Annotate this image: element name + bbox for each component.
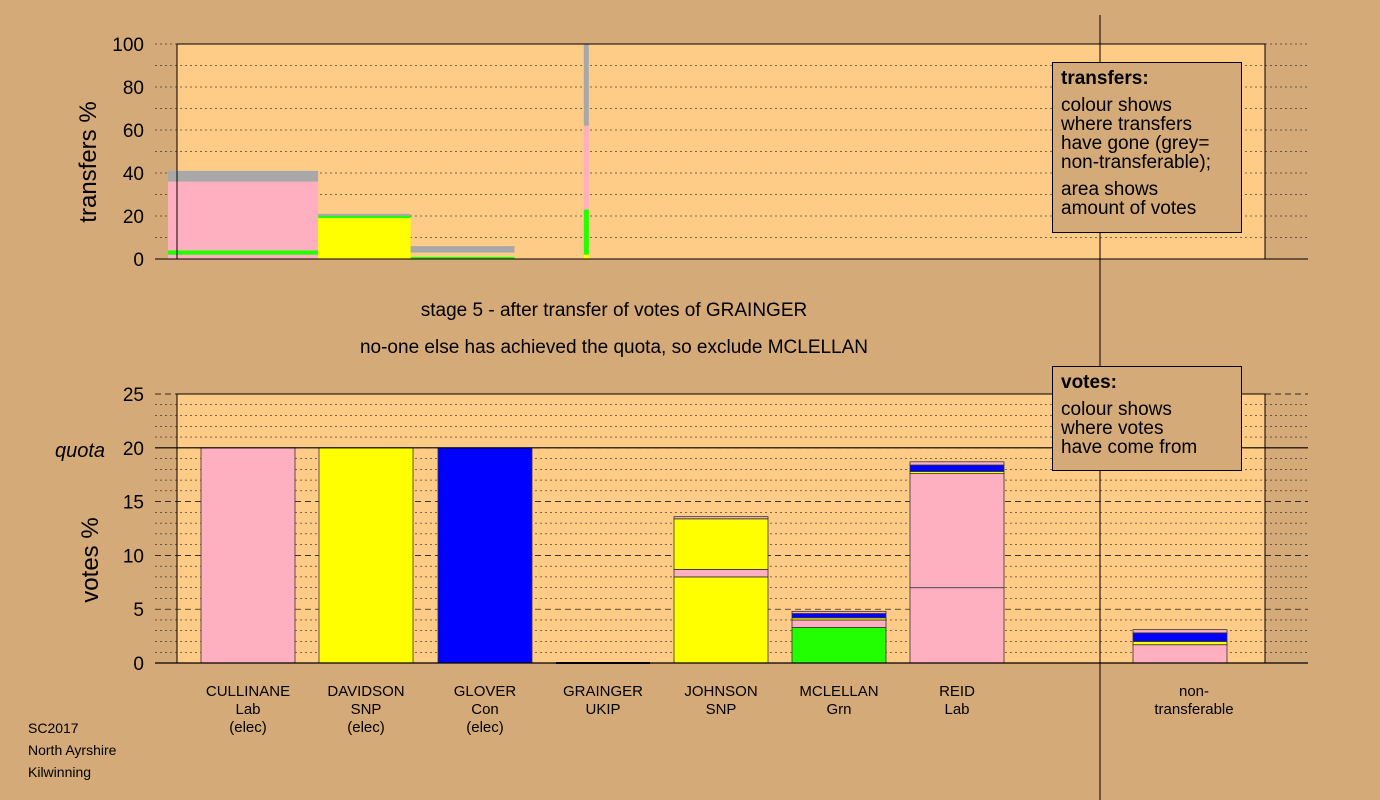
candidate-status: (elec) [347, 719, 385, 736]
votes-legend: votes: colour shows where votes have com… [1052, 366, 1242, 471]
election-footer: SC2017 North Ayrshire Kilwinning [28, 717, 116, 783]
votes-segment [673, 516, 769, 520]
candidate-party: Lab [235, 701, 261, 718]
transfers-y-tick-label: 60 [123, 121, 144, 142]
votes-segment [909, 461, 1005, 466]
votes-segment [909, 587, 1005, 664]
footer-council: North Ayrshire [28, 742, 117, 758]
votes-y-tick-label: 5 [133, 600, 144, 621]
candidate-name: MCLELLAN [799, 683, 879, 700]
candidate-label-glover: GLOVER Con (elec) [420, 683, 550, 737]
candidate-name: DAVIDSON [327, 683, 405, 700]
candidate-name: CULLINANE [205, 683, 291, 700]
votes-y-tick-label: 15 [123, 493, 144, 514]
transfers-y-axis-label: transfers % [75, 101, 102, 222]
candidate-name: JOHNSON [684, 683, 758, 700]
transfers-legend-line: colour shows [1061, 95, 1172, 116]
transfer-segment [168, 181, 319, 251]
candidate-party: UKIP [585, 701, 621, 718]
action-title: no-one else has achieved the quota, so e… [359, 337, 869, 358]
candidate-status: (elec) [466, 719, 504, 736]
transfers-legend-line: non-transferable); [1061, 152, 1211, 173]
candidate-label-mclellan: MCLELLAN Grn [774, 683, 904, 719]
votes-segment [200, 447, 296, 664]
transfers-y-tick-label: 80 [123, 78, 144, 99]
votes-segment [1132, 629, 1228, 634]
votes-segment [1132, 644, 1228, 664]
transfers-legend-line: amount of votes [1061, 198, 1197, 219]
candidate-party: SNP [705, 701, 737, 718]
votes-y-tick-label: 25 [123, 385, 144, 406]
votes-segment [791, 627, 887, 664]
candidate-party: transferable [1154, 701, 1234, 718]
stage-title: stage 5 - after transfer of votes of GRA… [420, 300, 808, 321]
candidate-label-cullinane: CULLINANE Lab (elec) [183, 683, 313, 737]
votes-y-tick-label: 10 [123, 546, 144, 567]
transfers-legend-line: where transfers [1061, 114, 1192, 135]
candidate-party: Con [471, 701, 499, 718]
candidate-name: GRAINGER [562, 683, 643, 700]
transfer-segment [583, 44, 589, 126]
transfers-y-tick-label: 0 [133, 250, 144, 271]
candidate-name: non- [1178, 683, 1210, 700]
votes-segment [673, 568, 769, 578]
candidate-name: GLOVER [453, 683, 517, 700]
candidate-party: Lab [944, 701, 970, 718]
transfer-segment [583, 125, 589, 210]
votes-y-tick-label: 0 [133, 654, 144, 675]
transfers-legend: transfers: colour shows where transfers … [1052, 62, 1242, 233]
votes-segment [1132, 641, 1228, 646]
transfers-y-tick-label: 40 [123, 164, 144, 185]
votes-y-axis-label: votes % [77, 517, 104, 602]
transfers-y-tick-label: 20 [123, 207, 144, 228]
votes-legend-line: where votes [1061, 418, 1164, 439]
transfer-segment [583, 254, 589, 259]
candidate-name: REID [939, 683, 975, 700]
transfer-segment [168, 254, 319, 259]
transfer-segment [318, 218, 411, 259]
transfer-segment [318, 213, 411, 216]
transfers-legend-line: area shows [1061, 179, 1159, 200]
votes-segment [791, 619, 887, 628]
transfer-segment [168, 250, 319, 255]
candidate-label-davidson: DAVIDSON SNP (elec) [301, 683, 431, 737]
candidate-status: (elec) [229, 719, 267, 736]
votes-segment [673, 576, 769, 664]
transfer-segment [410, 246, 515, 253]
votes-segment [437, 447, 533, 664]
candidate-party: Grn [826, 701, 852, 718]
candidate-party: SNP [350, 701, 382, 718]
candidate-label-johnson: JOHNSON SNP [656, 683, 786, 719]
candidate-label-reid: REID Lab [892, 683, 1022, 719]
transfer-segment [318, 216, 411, 219]
votes-legend-line: have come from [1061, 437, 1198, 458]
footer-ward: Kilwinning [28, 764, 92, 780]
transfers-y-tick-label: 100 [112, 35, 144, 56]
votes-legend-title: votes: [1061, 372, 1117, 393]
quota-label: quota [55, 440, 105, 462]
transfer-segment [168, 170, 319, 182]
candidate-label-nontransferable: non- transferable [1129, 683, 1259, 719]
transfers-legend-title: transfers: [1061, 68, 1149, 89]
transfers-legend-line: have gone (grey= [1061, 133, 1210, 154]
transfer-segment [583, 209, 589, 255]
votes-segment [791, 613, 887, 619]
votes-segment [673, 518, 769, 570]
footer-election: SC2017 [28, 720, 79, 736]
votes-segment [791, 610, 887, 614]
candidate-label-grainger: GRAINGER UKIP [538, 683, 668, 719]
votes-segment [1132, 632, 1228, 642]
votes-segment [909, 473, 1005, 589]
votes-segment [909, 464, 1005, 472]
votes-segment [318, 447, 414, 664]
votes-y-tick-label: 20 [123, 439, 144, 460]
transfer-segment [410, 256, 515, 259]
votes-legend-line: colour shows [1061, 399, 1172, 420]
